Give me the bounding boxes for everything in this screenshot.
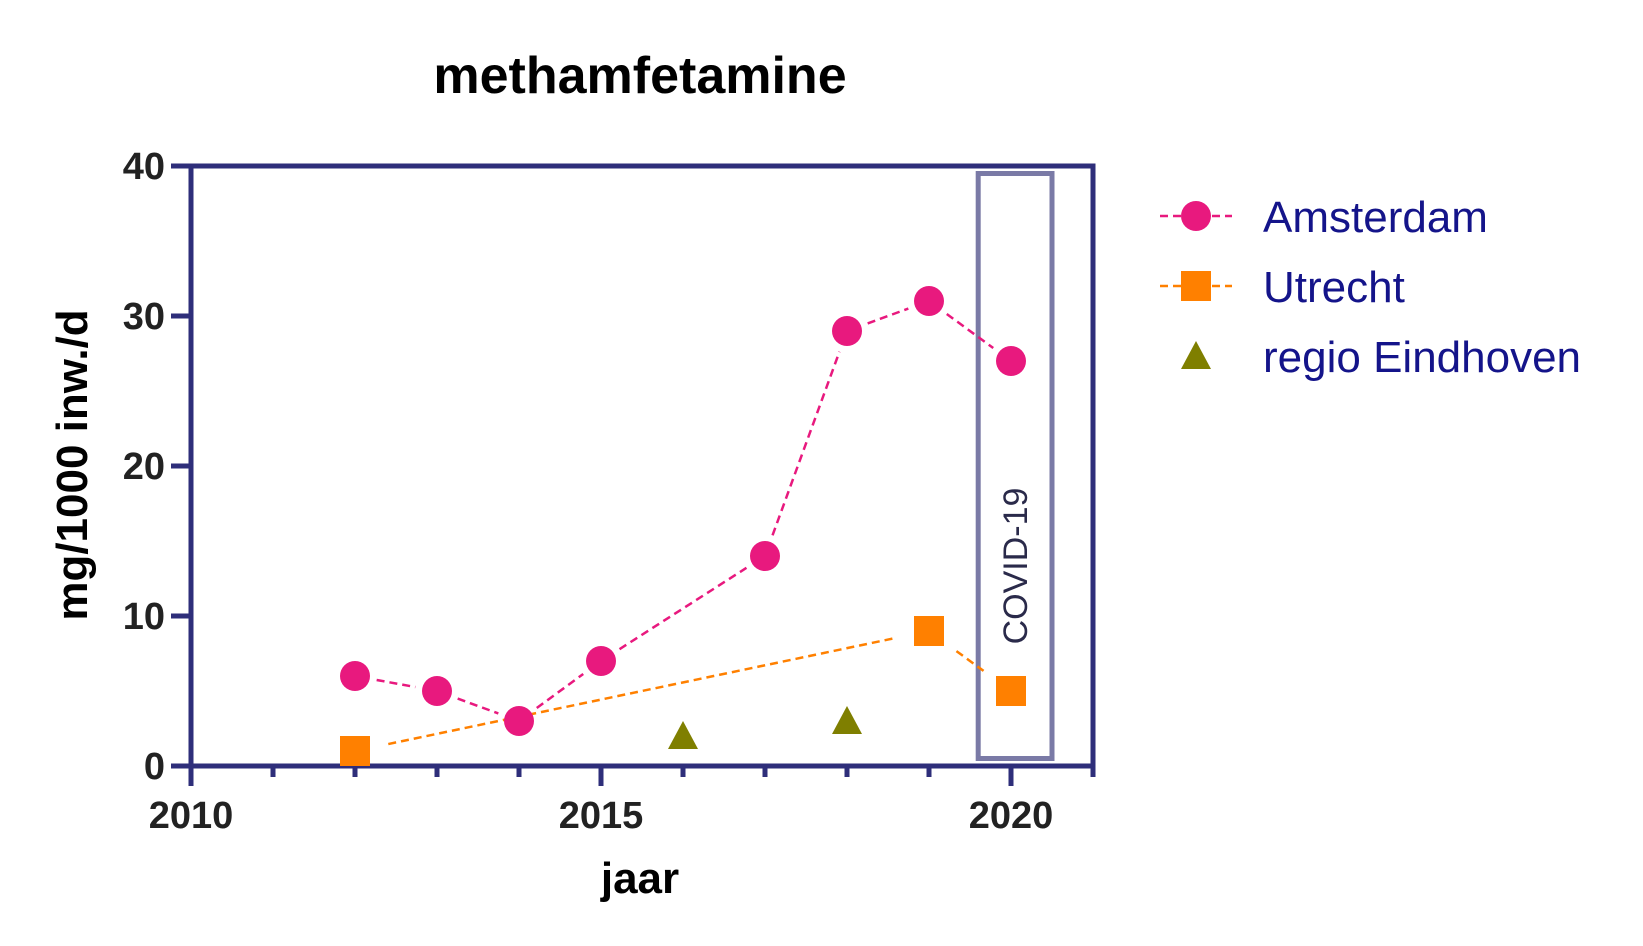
series-line-segment xyxy=(946,312,994,350)
data-point xyxy=(750,541,780,571)
data-point xyxy=(832,316,862,346)
x-tick-label: 2010 xyxy=(149,795,234,837)
series-line-segment xyxy=(618,566,748,651)
y-tick-label: 30 xyxy=(123,296,165,338)
legend-label: regio Eindhoven xyxy=(1263,333,1581,382)
data-point xyxy=(832,706,862,734)
data-point xyxy=(422,676,452,706)
data-point xyxy=(340,736,370,766)
x-axis-label: jaar xyxy=(600,854,679,903)
series-line-segment xyxy=(388,636,896,746)
data-point xyxy=(996,676,1026,706)
data-point xyxy=(914,616,944,646)
plot-frame xyxy=(188,163,1096,769)
axes: 0 10 20 30 40 2010 2015 2020 xyxy=(123,146,1096,837)
data-point xyxy=(504,706,534,736)
series-line-segment xyxy=(536,672,584,710)
y-tick-label: 0 xyxy=(144,746,165,788)
legend-marker xyxy=(1181,271,1211,301)
x-tick-label: 2015 xyxy=(559,795,644,837)
data-point xyxy=(668,721,698,749)
y-tick-label: 40 xyxy=(123,146,165,188)
covid-label: COVID-19 xyxy=(997,488,1035,645)
y-tick-label: 10 xyxy=(123,596,165,638)
legend: Amsterdam Utrecht regio Eindhoven xyxy=(1160,193,1581,382)
data-point xyxy=(340,661,370,691)
legend-marker xyxy=(1181,201,1211,231)
series-line-segment xyxy=(457,697,499,715)
data-point xyxy=(586,646,616,676)
series-lines xyxy=(376,307,994,746)
series-line-segment xyxy=(867,307,909,325)
series-line-segment xyxy=(771,351,841,536)
y-axis-label: mg/1000 inw./d xyxy=(48,309,97,620)
y-tick-label: 20 xyxy=(123,446,165,488)
data-points xyxy=(340,286,1026,766)
series-line-segment xyxy=(376,678,416,689)
covid-box xyxy=(975,171,1055,761)
annotation-layer: COVID-19 xyxy=(975,171,1055,761)
legend-label: Utrecht xyxy=(1263,263,1405,312)
data-point xyxy=(914,286,944,316)
data-point xyxy=(996,346,1026,376)
x-tick-label: 2020 xyxy=(969,795,1054,837)
series-line-segment xyxy=(955,650,985,672)
chart-title: methamfetamine xyxy=(433,47,846,105)
legend-label: Amsterdam xyxy=(1263,193,1488,242)
legend-marker xyxy=(1181,341,1211,369)
